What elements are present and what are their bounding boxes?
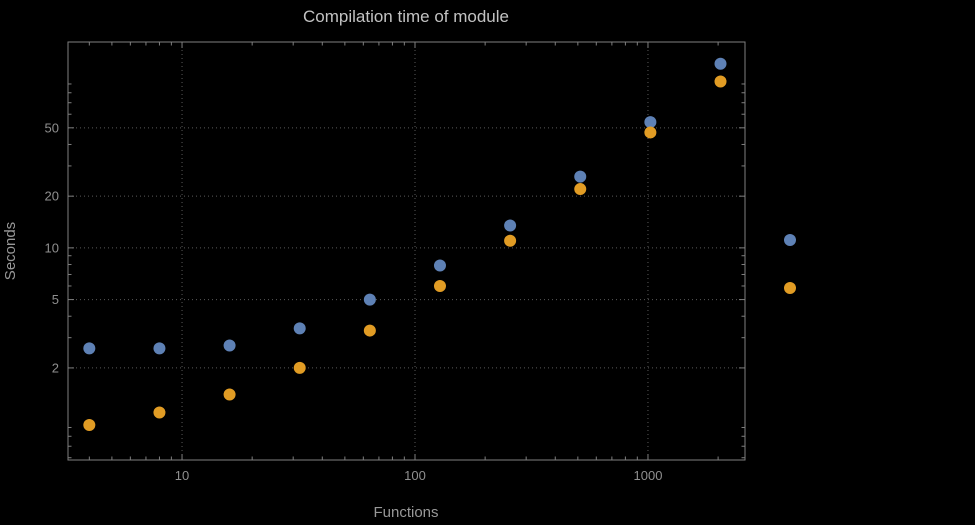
point-blue xyxy=(714,57,727,70)
point-blue xyxy=(433,259,446,272)
x-tick-label: 1000 xyxy=(634,468,663,483)
point-orange xyxy=(363,324,376,337)
point-blue xyxy=(644,116,657,129)
tick-marks xyxy=(68,42,745,460)
x-axis-label: Functions xyxy=(373,504,438,521)
data-points xyxy=(83,57,727,432)
chart-title: Compilation time of module xyxy=(303,7,509,26)
y-tick-label: 50 xyxy=(45,120,59,135)
tick-labels: 10 100 1000 2 5 10 20 50 xyxy=(45,120,663,483)
point-orange xyxy=(714,75,727,88)
x-tick-label: 10 xyxy=(175,468,189,483)
y-axis-label: Seconds xyxy=(2,222,19,280)
point-blue xyxy=(293,322,306,335)
point-blue xyxy=(223,339,236,352)
point-orange xyxy=(153,406,166,419)
point-blue xyxy=(504,219,517,232)
x-tick-label: 100 xyxy=(404,468,426,483)
y-tick-label: 2 xyxy=(52,360,59,375)
y-tick-label: 10 xyxy=(45,240,59,255)
point-blue xyxy=(363,293,376,306)
point-blue xyxy=(83,342,96,355)
point-blue xyxy=(574,170,587,183)
gridlines xyxy=(68,42,745,460)
y-tick-label: 5 xyxy=(52,292,59,307)
y-tick-label: 20 xyxy=(45,189,59,204)
point-orange xyxy=(433,279,446,292)
point-orange xyxy=(83,419,96,432)
plot-frame xyxy=(67,41,746,461)
point-orange xyxy=(644,126,657,139)
legend xyxy=(784,234,796,294)
legend-marker-blue xyxy=(784,234,796,246)
legend-marker-orange xyxy=(784,282,796,294)
point-orange xyxy=(223,388,236,401)
point-orange xyxy=(293,361,306,374)
point-blue xyxy=(153,342,166,355)
point-orange xyxy=(504,234,517,247)
point-orange xyxy=(574,183,587,196)
